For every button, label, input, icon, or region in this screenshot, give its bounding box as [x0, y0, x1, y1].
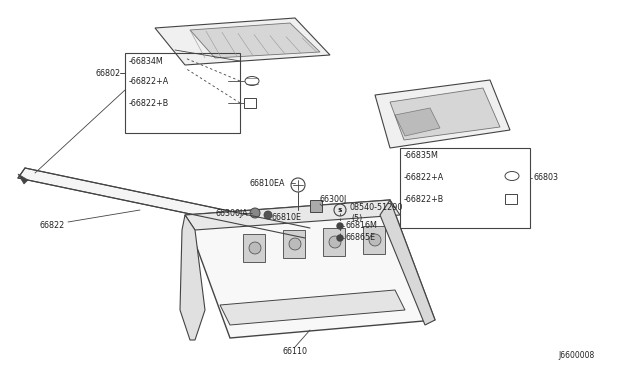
Circle shape	[369, 234, 381, 246]
Text: 08540-51290: 08540-51290	[349, 203, 403, 212]
Text: -66835M: -66835M	[404, 151, 439, 160]
Bar	[310, 200, 322, 212]
Text: S: S	[338, 208, 342, 212]
Text: 66802: 66802	[96, 68, 121, 77]
Text: -66822+A: -66822+A	[129, 77, 169, 86]
Text: 66803: 66803	[534, 173, 559, 183]
Polygon shape	[190, 23, 320, 58]
Text: 66810EA: 66810EA	[250, 179, 285, 187]
Bar	[244, 98, 256, 108]
Bar	[283, 230, 305, 258]
Text: 66865E: 66865E	[346, 234, 376, 243]
Text: 66300J: 66300J	[320, 196, 348, 205]
Bar	[505, 194, 517, 204]
Circle shape	[337, 235, 343, 241]
Text: -66822+B: -66822+B	[129, 99, 169, 108]
Circle shape	[264, 211, 272, 219]
Circle shape	[329, 236, 341, 248]
Text: 66110: 66110	[282, 347, 307, 356]
Bar	[243, 234, 265, 262]
Bar	[400, 148, 530, 228]
Circle shape	[249, 242, 261, 254]
Circle shape	[337, 223, 343, 229]
Text: -66822+A: -66822+A	[404, 173, 444, 183]
Polygon shape	[380, 200, 435, 325]
Bar	[125, 53, 240, 133]
Circle shape	[250, 208, 260, 218]
Text: 66300JA: 66300JA	[215, 208, 248, 218]
Text: (5): (5)	[351, 214, 362, 222]
Text: 66822: 66822	[40, 221, 65, 230]
Polygon shape	[18, 174, 28, 184]
Polygon shape	[395, 108, 440, 136]
Polygon shape	[390, 88, 500, 140]
Bar	[323, 228, 345, 256]
Text: J6600008: J6600008	[559, 351, 595, 360]
Text: -66834M: -66834M	[129, 57, 164, 65]
Polygon shape	[185, 200, 400, 230]
Polygon shape	[155, 18, 330, 65]
Polygon shape	[185, 200, 435, 338]
Polygon shape	[375, 80, 510, 148]
Circle shape	[289, 238, 301, 250]
Polygon shape	[18, 168, 310, 238]
Text: -66822+B: -66822+B	[404, 196, 444, 205]
Polygon shape	[180, 215, 205, 340]
Bar	[363, 226, 385, 254]
Text: 66816M: 66816M	[346, 221, 378, 231]
Text: 66810E: 66810E	[272, 214, 302, 222]
Polygon shape	[220, 290, 405, 325]
